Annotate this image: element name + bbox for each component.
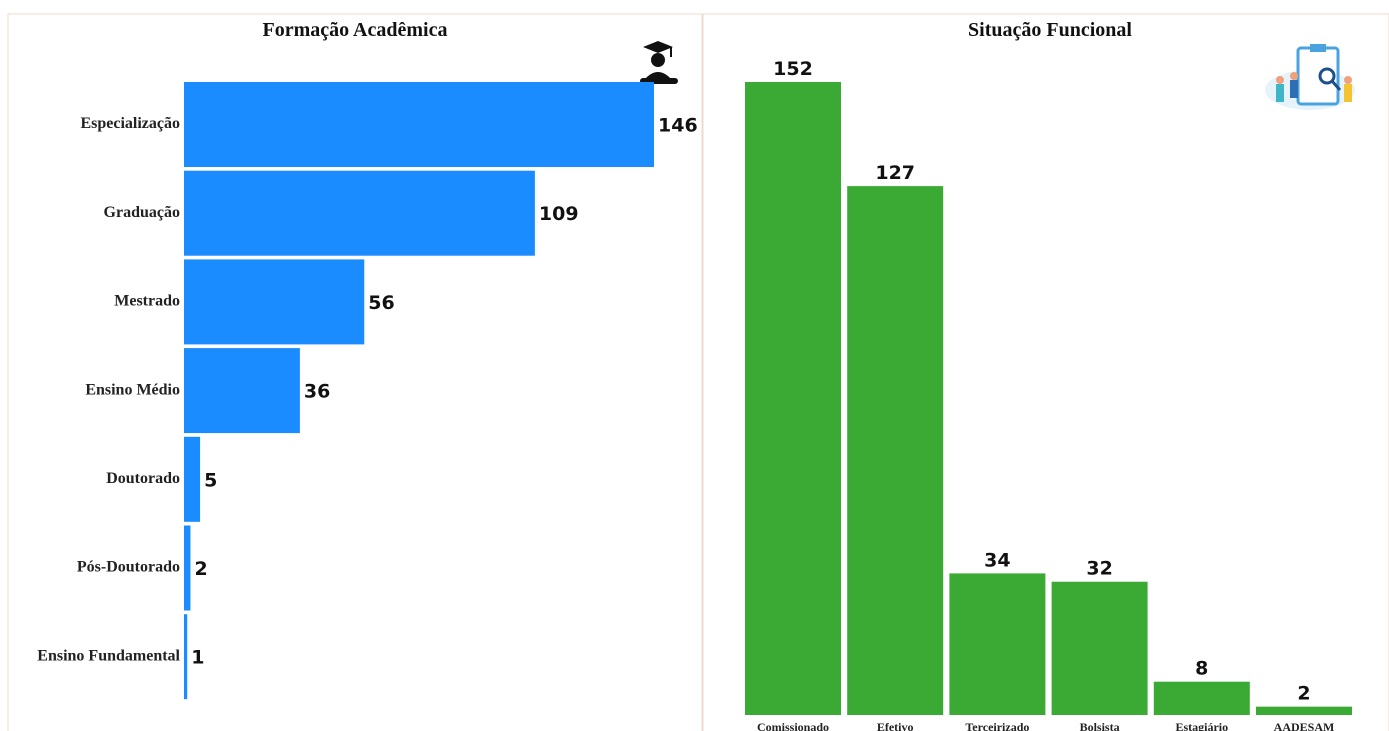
- clipboard-illustration: [1265, 44, 1355, 110]
- chart-title: Formação Acadêmica: [263, 19, 448, 41]
- data-label: 109: [539, 203, 579, 225]
- graduate-icon: [640, 41, 678, 84]
- x-tick-label: Bolsista: [1080, 720, 1120, 731]
- bar: [184, 82, 654, 167]
- data-label: 34: [984, 549, 1010, 571]
- x-tick-label: AADESAM: [1274, 720, 1335, 731]
- data-label: 146: [658, 115, 698, 137]
- bar: [184, 259, 365, 345]
- y-tick-label: Pós-Doutorado: [77, 559, 180, 576]
- data-label: 32: [1086, 558, 1112, 580]
- data-label: 36: [304, 381, 330, 403]
- bar: [1256, 706, 1352, 715]
- y-tick-label: Mestrado: [114, 293, 180, 310]
- y-tick-label: Ensino Médio: [85, 381, 180, 398]
- bar: [1153, 681, 1250, 715]
- x-tick-label: Estagiário: [1175, 720, 1228, 731]
- bar: [745, 82, 841, 715]
- bar: [1051, 581, 1148, 715]
- data-label: 2: [194, 558, 207, 580]
- y-tick-label: Ensino Fundamental: [37, 647, 180, 664]
- bar: [847, 186, 944, 716]
- data-label: 5: [204, 469, 217, 491]
- bar: [184, 348, 300, 434]
- x-tick-label: Efetivo: [877, 720, 914, 731]
- x-tick-label: Comissionado: [757, 720, 829, 731]
- data-label: 2: [1297, 683, 1310, 705]
- chart-title: Situação Funcional: [968, 19, 1132, 41]
- data-label: 8: [1195, 658, 1208, 680]
- data-label: 56: [368, 292, 394, 314]
- x-tick-label: Terceirizado: [965, 720, 1029, 731]
- y-tick-label: Especialização: [80, 115, 180, 132]
- bar: [184, 170, 535, 256]
- bar: [184, 525, 191, 611]
- data-label: 152: [773, 58, 813, 80]
- bar: [949, 573, 1046, 715]
- bar: [184, 614, 188, 700]
- data-label: 1: [191, 647, 204, 669]
- y-tick-label: Graduação: [104, 204, 180, 221]
- y-tick-label: Doutorado: [106, 470, 180, 487]
- data-label: 127: [875, 162, 915, 184]
- bar: [184, 436, 201, 522]
